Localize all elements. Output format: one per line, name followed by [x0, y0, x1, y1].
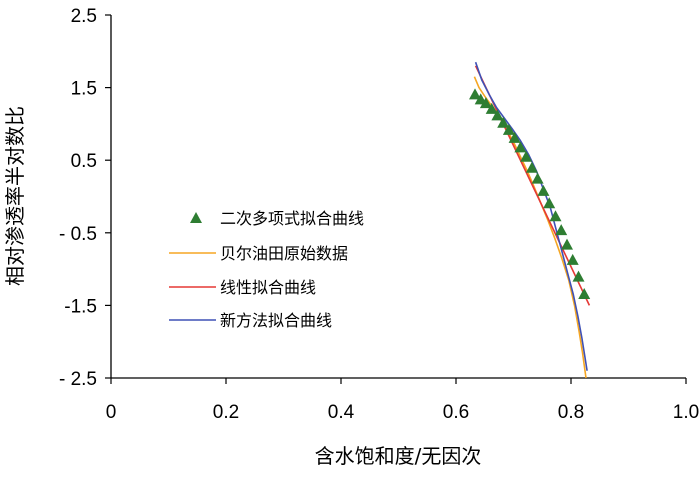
- data-point-triangle: [531, 172, 544, 184]
- legend-label-original-data: 贝尔油田原始数据: [220, 244, 348, 263]
- x-tick-group: 0 0.2 0.4 0.6 0.8 1.0: [106, 378, 699, 423]
- data-point-triangle: [561, 238, 573, 250]
- legend-entry-new-method-fit: 新方法拟合曲线: [169, 311, 332, 330]
- legend-label-new-method-fit: 新方法拟合曲线: [220, 311, 332, 330]
- y-axis-title: 相对渗透率半对数比: [3, 106, 27, 286]
- data-point-triangle: [525, 161, 538, 173]
- data-point-triangle: [537, 184, 550, 196]
- data-point-triangle: [566, 253, 579, 265]
- series-markers: [469, 88, 591, 299]
- legend: 二次多项式拟合曲线 贝尔油田原始数据 线性拟合曲线 新方法拟合曲线: [169, 209, 364, 330]
- data-point-triangle: [502, 123, 515, 135]
- y-tick-label: 0.5: [71, 151, 97, 172]
- data-point-triangle: [491, 109, 504, 121]
- data-point-triangle: [555, 224, 568, 236]
- y-tick-label: - 2.5: [59, 369, 97, 390]
- x-axis-title: 含水饱和度/无因次: [315, 444, 482, 468]
- data-point-triangle: [514, 141, 527, 153]
- legend-label-linear-fit: 线性拟合曲线: [220, 278, 316, 297]
- data-point-triangle: [479, 97, 492, 109]
- x-tick-label: 1.0: [673, 402, 699, 423]
- series-line-1: [473, 76, 587, 379]
- plot-area: 0 0.2 0.4 0.6 0.8 1.0 2.5 1.5 0.5 - 0.5 -1.5 - 2.5: [59, 6, 699, 423]
- y-tick-label: - 0.5: [59, 224, 97, 245]
- x-tick-label: 0: [106, 402, 117, 423]
- y-tick-group: 2.5 1.5 0.5 - 0.5 -1.5 - 2.5: [59, 6, 111, 390]
- legend-swatch-triangle: [190, 212, 202, 223]
- y-tick-label: 2.5: [71, 6, 97, 27]
- data-point-triangle: [469, 88, 481, 100]
- y-tick-label: -1.5: [64, 296, 97, 317]
- legend-entry-triangle-series: 二次多项式拟合曲线: [190, 209, 364, 228]
- data-point-triangle: [578, 288, 591, 299]
- x-tick-label: 0.6: [443, 402, 469, 423]
- data-point-triangle: [497, 116, 510, 128]
- y-tick-label: 1.5: [71, 79, 97, 100]
- data-point-triangle: [549, 210, 562, 222]
- data-point-triangle: [543, 197, 556, 209]
- legend-entry-linear-fit: 线性拟合曲线: [169, 278, 316, 297]
- legend-label-triangle-series: 二次多项式拟合曲线: [220, 209, 364, 228]
- legend-entry-original-data: 贝尔油田原始数据: [169, 244, 348, 263]
- data-point-triangle: [520, 150, 533, 162]
- data-point-triangle: [508, 131, 521, 143]
- data-point-triangle: [572, 270, 585, 282]
- x-tick-label: 0.4: [328, 402, 355, 423]
- x-tick-label: 0.2: [213, 402, 239, 423]
- data-point-triangle: [485, 102, 498, 114]
- x-tick-label: 0.8: [558, 402, 584, 423]
